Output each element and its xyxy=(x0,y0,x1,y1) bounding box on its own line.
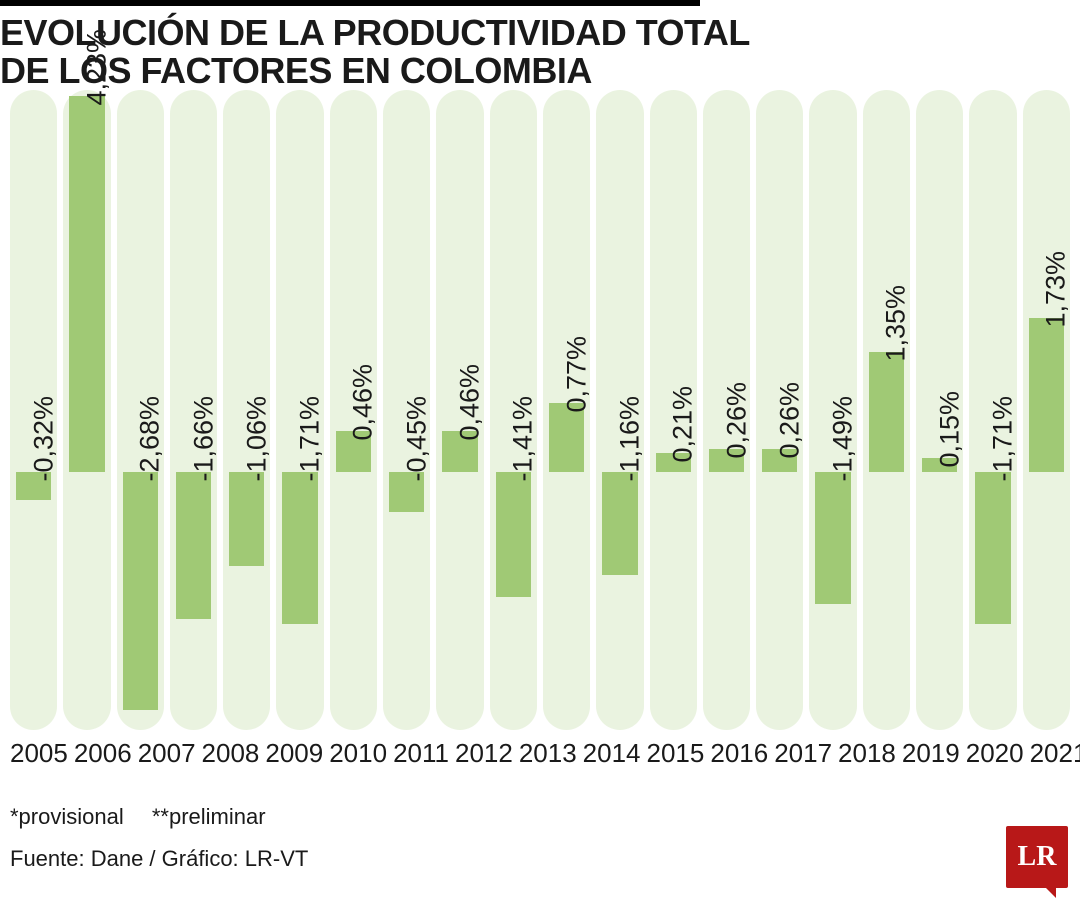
year-label: 2006 xyxy=(74,738,132,769)
chart-column: -1,66% xyxy=(170,90,217,730)
chart-column: -1,71% xyxy=(276,90,323,730)
chart-column: 0,26% xyxy=(756,90,803,730)
bar-value-label: 1,35% xyxy=(881,285,912,362)
bar xyxy=(282,472,317,624)
year-label: 2019 xyxy=(902,738,960,769)
year-label: 2012 xyxy=(455,738,513,769)
chart-column: -0,45% xyxy=(383,90,430,730)
bar xyxy=(69,96,104,472)
chart-column: 0,77% xyxy=(543,90,590,730)
year-label: 2016 xyxy=(710,738,768,769)
legend-preliminar: **preliminar xyxy=(152,804,266,829)
bar-value-label: 0,21% xyxy=(668,386,699,463)
year-label: 2017 xyxy=(774,738,832,769)
source-line: Fuente: Dane / Gráfico: LR-VT xyxy=(10,846,1070,872)
chart-column: -1,49% xyxy=(809,90,856,730)
bar-value-label: 0,26% xyxy=(774,382,805,459)
chart-column: -2,68% xyxy=(117,90,164,730)
chart-column: 0,26% xyxy=(703,90,750,730)
lr-logo-text: LR xyxy=(1018,841,1057,873)
bar-value-label: 0,26% xyxy=(721,382,752,459)
legend: *provisional **preliminar xyxy=(10,804,1070,830)
year-label: 2020 xyxy=(966,738,1024,769)
bar-value-label: -1,66% xyxy=(188,396,219,482)
chart-column: -0,32% xyxy=(10,90,57,730)
bar-value-label: 0,77% xyxy=(561,336,592,413)
bar xyxy=(815,472,850,604)
bar-value-label: -1,16% xyxy=(614,396,645,482)
legend-provisional: *provisional xyxy=(10,804,124,829)
chart-column: 4,23% xyxy=(63,90,110,730)
bar-value-label: 1,73% xyxy=(1041,251,1072,328)
bar xyxy=(869,352,904,472)
bar-value-label: -1,71% xyxy=(987,396,1018,482)
bar-value-label: 0,46% xyxy=(348,364,379,441)
year-label: 2018 xyxy=(838,738,896,769)
bar xyxy=(975,472,1010,624)
year-label: 2008 xyxy=(202,738,260,769)
year-label: 2009 xyxy=(265,738,323,769)
year-label: 2014 xyxy=(583,738,641,769)
bar-value-label: 4,23% xyxy=(81,29,112,106)
bar-value-label: -2,68% xyxy=(135,396,166,482)
bar xyxy=(229,472,264,566)
year-label: 2007 xyxy=(138,738,196,769)
chart-column: 0,21% xyxy=(650,90,697,730)
bar-value-label: -1,41% xyxy=(508,396,539,482)
top-rule xyxy=(0,0,700,6)
year-label: 2021* xyxy=(1030,738,1080,769)
chart-wrap: -0,32%4,23% -2,68% -1,66% -1,06% -1,71% 0,46%… xyxy=(10,90,1070,790)
chart-column: -1,71% xyxy=(969,90,1016,730)
chart-column: -1,06% xyxy=(223,90,270,730)
bar-value-label: 0,46% xyxy=(455,364,486,441)
year-label: 2005 xyxy=(10,738,68,769)
bar-value-label: -0,45% xyxy=(401,396,432,482)
bar-value-label: -1,06% xyxy=(241,396,272,482)
bar xyxy=(549,403,584,471)
bar-value-label: 0,15% xyxy=(934,391,965,468)
chart-column: -1,16% xyxy=(596,90,643,730)
chart-column: -1,41% xyxy=(490,90,537,730)
year-label: 2015 xyxy=(647,738,705,769)
chart-column: 1,35% xyxy=(863,90,910,730)
bar-value-label: -1,71% xyxy=(295,396,326,482)
title-line-2: DE LOS FACTORES EN COLOMBIA xyxy=(0,52,1080,90)
bar xyxy=(1029,318,1064,472)
chart-column: 0,46% xyxy=(330,90,377,730)
chart-column: 1,73% xyxy=(1023,90,1070,730)
year-label: 2010 xyxy=(329,738,387,769)
bar xyxy=(123,472,158,710)
lr-logo: LR xyxy=(1006,826,1068,888)
year-label: 2013 xyxy=(519,738,577,769)
year-label: 2011 xyxy=(393,738,449,769)
chart-column: 0,15% xyxy=(916,90,963,730)
year-axis: 2005200620072008200920102011201220132014… xyxy=(10,738,1070,769)
title-line-1: EVOLUCIÓN DE LA PRODUCTIVIDAD TOTAL xyxy=(0,14,1080,52)
chart-title: EVOLUCIÓN DE LA PRODUCTIVIDAD TOTAL DE L… xyxy=(0,14,1080,90)
bar-value-label: -1,49% xyxy=(828,396,859,482)
chart-column: 0,46% xyxy=(436,90,483,730)
bar xyxy=(496,472,531,597)
bar xyxy=(602,472,637,575)
bar xyxy=(176,472,211,620)
chart-area: -0,32%4,23% -2,68% -1,66% -1,06% -1,71% 0,46%… xyxy=(10,90,1070,730)
bar-value-label: -0,32% xyxy=(28,396,59,482)
